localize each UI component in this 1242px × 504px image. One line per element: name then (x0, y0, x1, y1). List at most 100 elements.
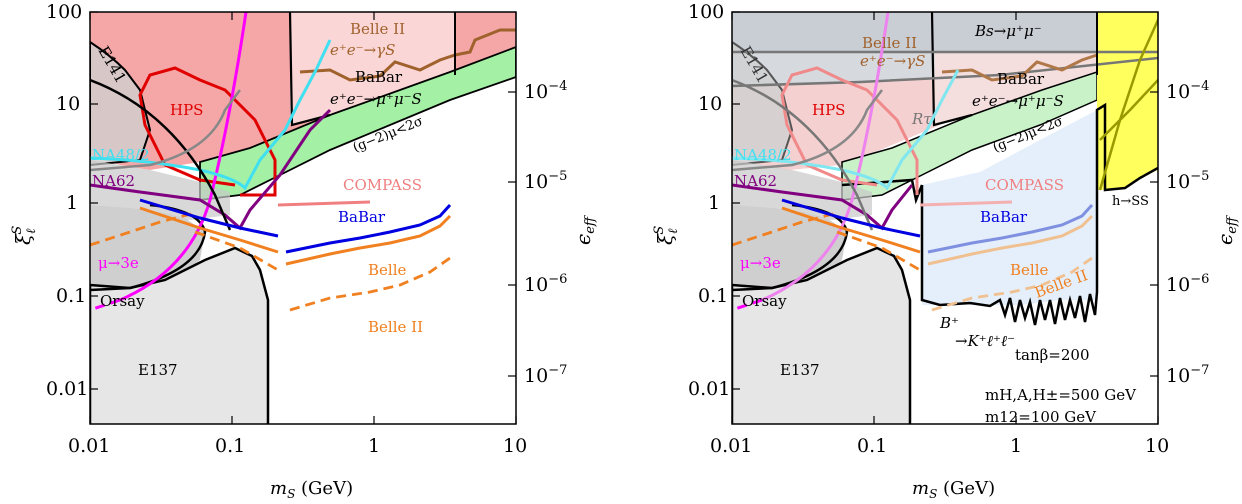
right-e141-gray-line (732, 89, 883, 172)
right-region-e141 (732, 40, 794, 167)
right-y2tick-2: 10−6 (1166, 272, 1209, 296)
left-orange-dashed (90, 211, 196, 247)
right-y-ticks (732, 11, 1158, 390)
left-xtick-0: 0.01 (68, 435, 110, 457)
left-y2tick-1: 10−5 (524, 169, 567, 193)
left-babar-boundary (288, 12, 331, 127)
left-xlabel: mS (GeV) (270, 478, 353, 501)
left-label-e137: E137 (138, 361, 178, 379)
right-xtick-2: 1 (1010, 435, 1022, 457)
left-label-belle2: Belle II (368, 318, 423, 336)
left-babar-curve-b (285, 203, 452, 254)
right-region-gm2 (841, 70, 1098, 201)
right-ylabel: ξℓS (652, 226, 681, 245)
left-mu3e-dashed (90, 298, 121, 312)
left-xtick-2: 1 (368, 435, 380, 457)
left-label-na48: NA48/2 (92, 146, 150, 164)
right-label-belle2-b: e⁺e⁻→γS (860, 52, 925, 70)
right-label-bk-b: →K⁺ℓ⁺ℓ⁻ (955, 332, 1015, 350)
right-hps-curve (780, 66, 919, 195)
right-label-mh: mH,A,H±=500 GeV (985, 386, 1137, 404)
left-ytick-3: 0.1 (56, 285, 86, 307)
left-region-pink (290, 12, 455, 125)
right-y2tick-3: 10−7 (1166, 363, 1209, 387)
right-rtau-line (732, 56, 1158, 88)
right-xtick-0: 0.01 (710, 435, 752, 457)
right-region-bsmumu (732, 12, 1158, 52)
right-belle-curve-b (927, 214, 1094, 266)
right-e141-border (732, 78, 874, 231)
right-label-babar: BaBar (980, 208, 1028, 226)
right-region-na62 (732, 160, 872, 220)
right-xtick-3: 10 (1145, 435, 1169, 457)
right-label-bk-a: B⁺ (939, 314, 959, 332)
right-mu3e-curve (761, 12, 890, 302)
right-bkll-boundary (920, 102, 1158, 326)
right-y2tick-0: 10−4 (1166, 79, 1209, 103)
right-label-bsmumu: Bs→μ⁺μ⁻ (974, 22, 1042, 40)
left-belle2-dashed (289, 256, 451, 312)
left-y-ticks (90, 11, 516, 390)
right-label-m12: m12=100 GeV (985, 408, 1097, 426)
right-label-babar-a: BaBar (997, 70, 1045, 88)
right-belle-curve-a (781, 206, 921, 254)
right-belle2-dashed (931, 256, 1093, 312)
right-label-hss: h→SS (1112, 194, 1149, 209)
right-babar-curve-b (927, 203, 1094, 254)
left-xtick-3: 10 (503, 435, 527, 457)
left-label-babar-a: BaBar (355, 68, 403, 86)
left-region-na62 (90, 160, 230, 220)
right-xtick-1: 0.1 (857, 435, 887, 457)
left-ytick-4: 0.01 (46, 378, 88, 400)
right-babar-boundary (930, 12, 973, 127)
right-y2label: ϵeff (1213, 214, 1240, 245)
left-label-belle2-a: Belle II (350, 20, 405, 38)
left-label-na62: NA62 (92, 172, 135, 190)
left-label-hps: HPS (170, 101, 203, 119)
right-mu3e-dashed (732, 298, 763, 312)
right-orange-dashed (732, 211, 838, 247)
right-label-hps: HPS (812, 101, 845, 119)
left-label-belle2-b: e⁺e⁻→γS (330, 41, 395, 59)
right-label-mu3e: μ→3e (740, 254, 781, 272)
right-label-na48: NA48/2 (734, 146, 792, 164)
right-label-belle2-a: Belle II (862, 34, 917, 52)
left-e141-gray-line (90, 89, 241, 172)
left-belle-curve-b (285, 214, 452, 266)
right-label-na62: NA62 (734, 172, 777, 190)
left-ytick-2: 1 (66, 192, 78, 214)
left-label-belle: Belle (368, 261, 406, 279)
left-babar-curve-a (139, 198, 279, 238)
right-hss-line-a (1098, 19, 1158, 191)
right-y2tick-1: 10−5 (1166, 169, 1209, 193)
left-e141-border (90, 78, 232, 231)
right-na62-curve (732, 183, 914, 231)
left-compass-line (277, 200, 371, 207)
left-region-e141 (90, 40, 152, 167)
left-panel: 0.01 0.1 1 10 100 10 1 0.1 0.01 10−4 10−… (10, 1, 598, 501)
left-y2tick-2: 10−6 (524, 272, 567, 296)
right-plot-area (732, 12, 1158, 424)
left-ytick-1: 10 (56, 93, 80, 115)
left-mu3e-curve (119, 12, 248, 302)
right-babar-curve-a (781, 198, 921, 238)
left-plot-area (90, 12, 516, 424)
right-belle2-ee-line (941, 53, 1098, 82)
right-label-e137: E137 (780, 361, 820, 379)
right-label-compass: COMPASS (985, 176, 1064, 194)
left-plot-frame (89, 11, 517, 425)
left-xtick-1: 0.1 (215, 435, 245, 457)
right-plot-frame (731, 11, 1159, 425)
right-label-orsay: Orsay (742, 292, 787, 310)
right-panel: 0.01 0.1 1 10 100 10 1 0.1 0.01 10−4 10−… (652, 1, 1240, 501)
right-ytick-1: 10 (698, 93, 722, 115)
left-label-babar: BaBar (338, 208, 386, 226)
right-label-tanb: tanβ=200 (1015, 346, 1090, 364)
left-label-orsay: Orsay (100, 292, 145, 310)
right-ytick-4: 0.01 (688, 378, 730, 400)
right-label-rtau: Rτ (911, 110, 932, 128)
right-xlabel: mS (GeV) (912, 478, 995, 501)
right-hss-line-b (1099, 79, 1158, 141)
left-y2label: ϵeff (571, 214, 598, 245)
left-label-mu3e: μ→3e (98, 254, 139, 272)
